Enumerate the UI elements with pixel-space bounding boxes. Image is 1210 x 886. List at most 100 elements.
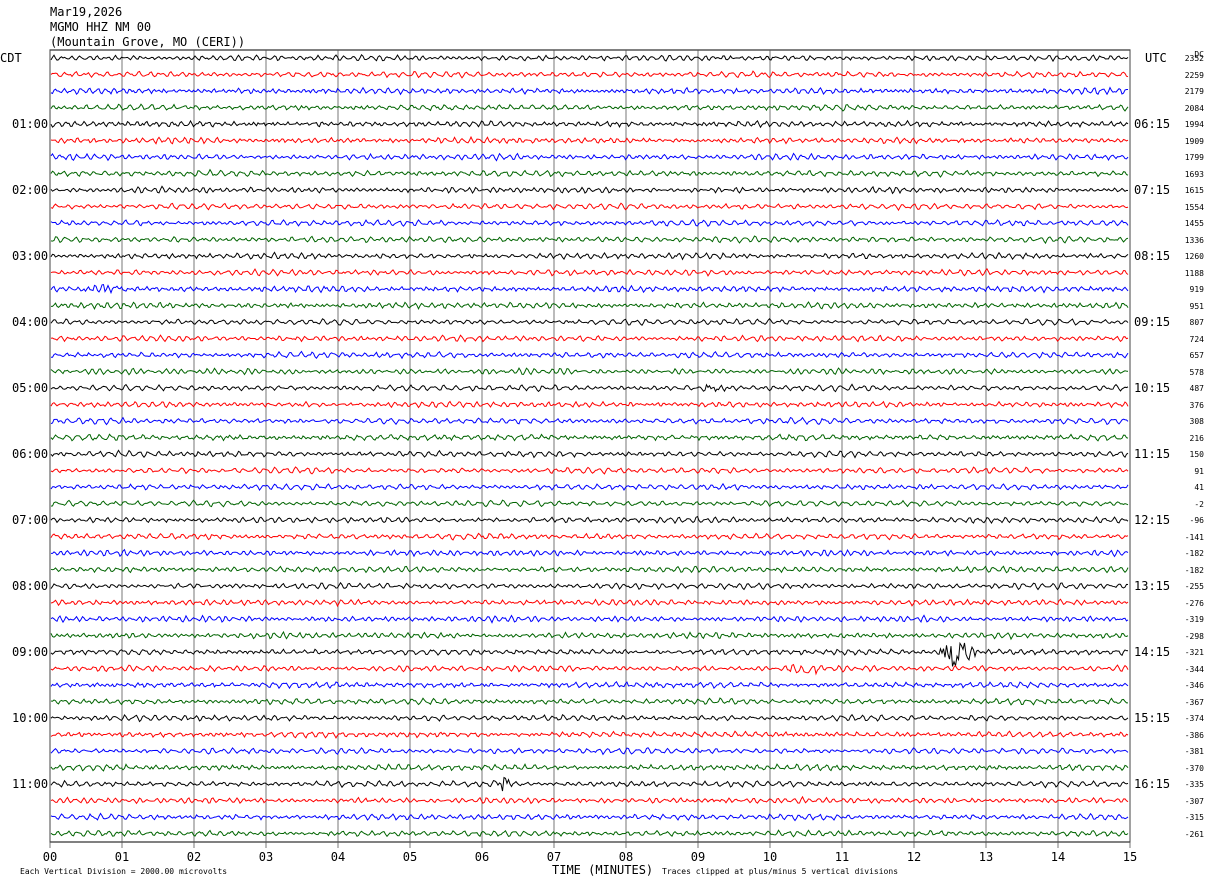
dc-offset-label: 1799	[1184, 153, 1204, 162]
cdt-hour-label: 02:00	[12, 183, 49, 197]
dc-offset-label: 91	[1194, 466, 1204, 476]
x-tick-label: 09	[691, 850, 705, 864]
dc-offset-label: -367	[1184, 697, 1204, 707]
seismic-trace	[50, 103, 1129, 112]
seismic-trace	[50, 614, 1129, 624]
utc-hour-label: 10:15	[1134, 381, 1171, 395]
utc-hour-label: 15:15	[1134, 711, 1171, 725]
dc-offset-label: 2084	[1184, 103, 1204, 113]
station-code: MGMO HHZ NM 00	[50, 20, 152, 34]
x-tick-label: 15	[1123, 850, 1137, 864]
seismic-trace	[50, 829, 1129, 838]
dc-offset-label: -182	[1184, 549, 1204, 558]
dc-offset-label: -298	[1184, 631, 1204, 641]
seismic-trace	[50, 795, 1129, 805]
cdt-hour-label: 11:00	[12, 777, 49, 791]
seismic-trace	[50, 152, 1129, 162]
dc-offset-label: 1455	[1184, 219, 1204, 228]
dc-offset-label: -255	[1184, 582, 1204, 591]
dc-offset-label: 919	[1189, 285, 1204, 294]
seismic-trace	[50, 400, 1129, 409]
dc-offset-label: 1615	[1184, 186, 1204, 195]
dc-offset-label: 1336	[1184, 235, 1204, 245]
utc-hour-label: 09:15	[1134, 315, 1171, 329]
utc-hour-label: 16:15	[1134, 777, 1171, 791]
dc-offset-label: -96	[1189, 516, 1204, 525]
seismic-trace	[50, 581, 1129, 591]
dc-offset-label: 2259	[1184, 70, 1204, 80]
seismic-trace	[50, 185, 1129, 195]
x-tick-label: 07	[547, 850, 561, 864]
seismic-trace	[50, 697, 1129, 706]
dc-offset-label: 150	[1189, 450, 1204, 459]
seismic-trace	[50, 730, 1129, 739]
seismic-trace	[50, 119, 1129, 129]
x-tick-label: 05	[403, 850, 417, 864]
seismic-trace	[50, 499, 1129, 508]
seismic-trace	[50, 713, 1129, 723]
dc-offset-label: 1693	[1184, 169, 1204, 179]
x-tick-label: 06	[475, 850, 489, 864]
scale-note: Each Vertical Division = 2000.00 microvo…	[20, 867, 228, 876]
utc-hour-label: 06:15	[1134, 117, 1171, 131]
seismic-trace	[50, 86, 1129, 96]
seismic-trace	[50, 350, 1129, 360]
dc-offset-label: 1260	[1184, 252, 1204, 261]
seismic-trace	[50, 812, 1129, 822]
utc-hour-label: 13:15	[1134, 579, 1171, 593]
seismic-trace	[50, 680, 1129, 690]
seismic-trace	[50, 663, 1129, 676]
station-location: (Mountain Grove, MO (CERI))	[50, 35, 246, 49]
dc-offset-label: 216	[1189, 433, 1204, 443]
seismic-trace	[50, 318, 1129, 326]
dc-offset-label: 1994	[1184, 120, 1204, 129]
dc-offset-label: 376	[1189, 400, 1204, 410]
seismic-trace	[50, 433, 1129, 442]
seismic-trace	[50, 630, 1129, 641]
dc-offset-label: 1188	[1184, 268, 1204, 278]
utc-hour-label: 14:15	[1134, 645, 1171, 659]
seismic-trace	[50, 168, 1129, 178]
dc-offset-label: 2179	[1184, 87, 1204, 96]
dc-offset-label: -315	[1184, 813, 1204, 822]
dc-offset-label: 487	[1189, 384, 1204, 393]
seismic-trace	[50, 383, 1129, 393]
cdt-hour-label: 05:00	[12, 381, 49, 395]
utc-axis-title: UTC	[1145, 51, 1167, 65]
x-tick-label: 08	[619, 850, 633, 864]
dc-offset-label: 807	[1189, 318, 1204, 327]
seismic-trace	[50, 367, 1129, 376]
dc-offset-label: -344	[1184, 664, 1204, 674]
dc-offset-label: 578	[1189, 367, 1204, 377]
dc-offset-label: 308	[1189, 417, 1204, 426]
clip-note: Traces clipped at plus/minus 5 vertical …	[662, 867, 899, 876]
plot-frame	[49, 49, 1131, 843]
cdt-hour-label: 09:00	[12, 645, 49, 659]
seismic-trace	[50, 268, 1129, 277]
dc-offset-label: -335	[1184, 780, 1204, 789]
seismic-trace	[50, 135, 1129, 145]
seismic-trace	[50, 416, 1129, 426]
dc-offset-label: 724	[1189, 334, 1204, 344]
dc-offset-label: -374	[1184, 714, 1204, 723]
x-tick-label: 11	[835, 850, 849, 864]
utc-hour-label: 07:15	[1134, 183, 1171, 197]
plot-date: Mar19,2026	[50, 5, 123, 19]
seismic-trace	[50, 515, 1129, 525]
x-tick-label: 13	[979, 850, 993, 864]
seismic-trace	[50, 482, 1129, 492]
seismic-trace	[50, 747, 1129, 756]
seismic-trace	[50, 763, 1129, 772]
dc-offset-label: -276	[1184, 598, 1204, 608]
x-tick-label: 14	[1051, 850, 1065, 864]
cdt-hour-label: 10:00	[12, 711, 49, 725]
seismic-trace	[50, 548, 1129, 558]
seismic-trace	[50, 449, 1129, 459]
dc-offset-label: 951	[1189, 301, 1204, 311]
seismic-trace	[50, 565, 1129, 574]
dc-offset-label: -141	[1184, 532, 1204, 542]
dc-offset-label: 657	[1189, 351, 1204, 360]
dc-offset-label: -346	[1184, 681, 1204, 690]
dc-offset-label: 1554	[1184, 202, 1204, 212]
